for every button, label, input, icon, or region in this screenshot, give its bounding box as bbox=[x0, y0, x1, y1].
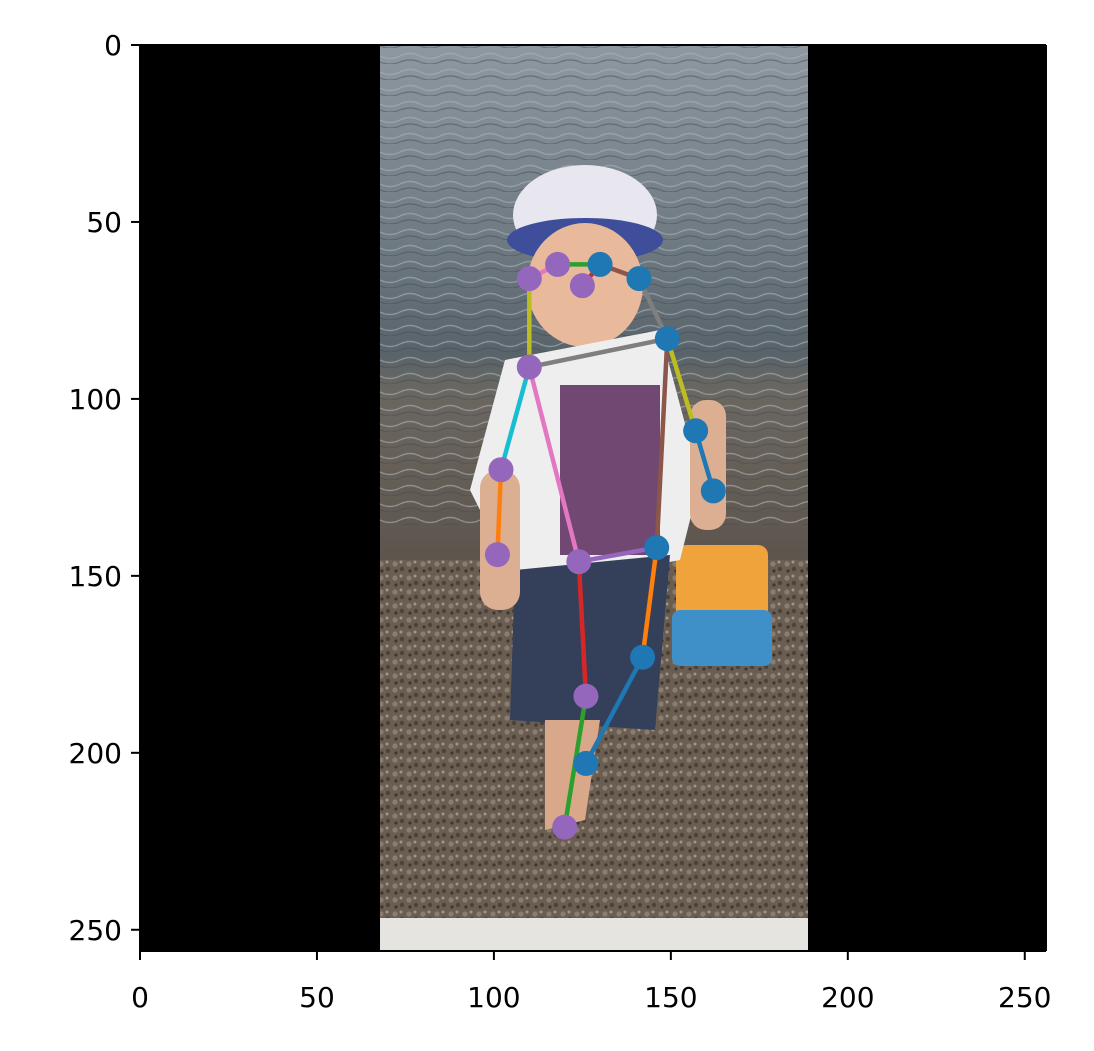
keypoint-right_knee bbox=[630, 644, 656, 670]
keypoint-right_elbow bbox=[683, 418, 709, 444]
plot-area bbox=[140, 45, 1046, 951]
y-tick-label: 200 bbox=[69, 737, 122, 770]
keypoint-nose bbox=[569, 273, 595, 299]
bone-right_shoulder-right_hip bbox=[654, 338, 670, 548]
keypoint-right_hip bbox=[644, 535, 670, 561]
keypoint-right_ear bbox=[626, 266, 652, 292]
keypoint-left_elbow bbox=[488, 457, 514, 483]
bone-left_elbow-left_wrist bbox=[495, 469, 504, 555]
x-tick-label: 50 bbox=[299, 981, 335, 1014]
x-tick-label: 150 bbox=[644, 981, 697, 1014]
keypoint-left_hip bbox=[566, 549, 592, 575]
photo-bottom-edge bbox=[380, 918, 808, 951]
axes-spines bbox=[139, 44, 1047, 952]
y-tick-label: 50 bbox=[86, 206, 122, 239]
bone-left_shoulder-left_hip bbox=[527, 366, 582, 563]
bone-left_hip-right_hip bbox=[578, 545, 658, 564]
x-tick-label: 200 bbox=[821, 981, 874, 1014]
bone-right_knee-right_ankle bbox=[583, 656, 645, 765]
photo-child-shirt-print bbox=[560, 385, 660, 555]
y-axis-ticks: 0 50 100 150 200 250 bbox=[69, 29, 140, 947]
bone-left_shoulder-left_elbow bbox=[498, 366, 532, 471]
keypoint-left_knee bbox=[573, 683, 599, 709]
keypoint-left_wrist bbox=[484, 542, 510, 568]
keypoint-left_ear bbox=[516, 266, 542, 292]
photo-child-shorts bbox=[510, 555, 670, 730]
bone-left_shoulder-right_shoulder bbox=[528, 336, 668, 370]
keypoint-right_wrist bbox=[700, 478, 726, 504]
y-tick-label: 150 bbox=[69, 560, 122, 593]
bone-right_hip-right_knee bbox=[640, 547, 659, 658]
photo-toy-bucket-base bbox=[672, 610, 772, 666]
bone-right_shoulder-right_elbow bbox=[665, 338, 698, 432]
keypoint-left_shoulder bbox=[516, 354, 542, 380]
keypoint-left_eye bbox=[545, 251, 571, 277]
keypoint-right_eye bbox=[587, 251, 613, 277]
keypoint-markers bbox=[484, 251, 726, 840]
bone-left_hip-left_knee bbox=[576, 561, 589, 697]
background-photo bbox=[380, 45, 808, 951]
y-tick-label: 100 bbox=[69, 383, 122, 416]
y-tick-label: 0 bbox=[104, 29, 122, 62]
keypoint-left_ankle bbox=[552, 814, 578, 840]
x-axis-ticks: 0 50 100 150 200 250 bbox=[131, 951, 1051, 1014]
keypoint-right_shoulder bbox=[654, 326, 680, 352]
x-tick-label: 100 bbox=[467, 981, 520, 1014]
x-tick-label: 0 bbox=[131, 981, 149, 1014]
keypoint-right_ankle bbox=[573, 750, 599, 776]
y-tick-label: 250 bbox=[69, 914, 122, 947]
x-tick-label: 250 bbox=[998, 981, 1051, 1014]
